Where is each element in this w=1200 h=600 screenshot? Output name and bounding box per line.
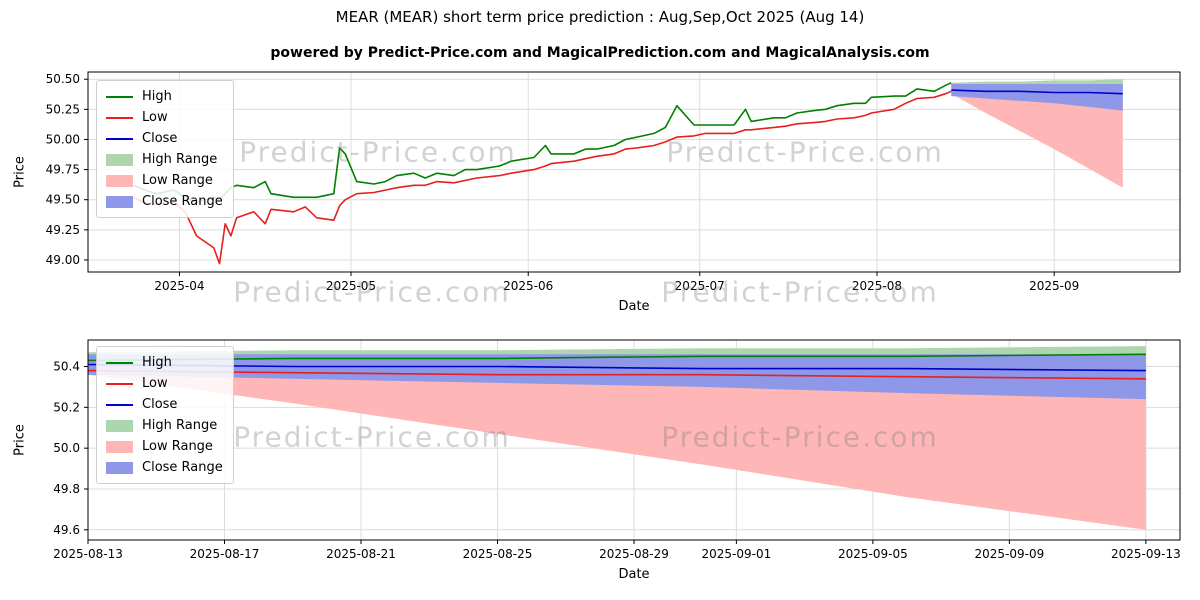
y-tick-label: 50.4 bbox=[53, 360, 80, 374]
chart-0: 2025-04 2025-05 2025-06 2025-07 2025-08 2025-… bbox=[46, 71, 1181, 293]
x-tick-label: 2025-09-13 bbox=[1111, 547, 1181, 561]
legend-item-label: High Range bbox=[142, 152, 218, 167]
line-close bbox=[951, 89, 1123, 95]
legend-item-close: Close bbox=[106, 128, 223, 149]
plot-border bbox=[87, 71, 1181, 273]
y-axis-label-top: Price bbox=[12, 156, 28, 188]
high-swatch bbox=[106, 95, 133, 98]
legend-item-high: High bbox=[106, 86, 223, 107]
legend-item-label: Close Range bbox=[142, 460, 223, 475]
legend-item-low: Low bbox=[106, 373, 223, 394]
y-tick-label: 50.25 bbox=[46, 102, 80, 116]
line-high bbox=[133, 82, 952, 203]
legend-item-low-range: Low Range bbox=[106, 436, 223, 457]
y-tick-label: 50.50 bbox=[46, 72, 80, 86]
close-swatch bbox=[106, 403, 133, 406]
x-axis-label-top: Date bbox=[618, 299, 650, 314]
x-tick-label: 2025-09-05 bbox=[838, 547, 908, 561]
high-range-swatch bbox=[106, 153, 133, 166]
line-high bbox=[88, 353, 1146, 362]
close-swatch bbox=[106, 137, 133, 140]
band-low-range bbox=[88, 366, 1146, 530]
x-tick-label: 2025-04 bbox=[154, 279, 204, 293]
x-tick-label: 2025-09-09 bbox=[975, 547, 1045, 561]
legend-bottom-chart: High Low Close High Range Low Range Close Ran… bbox=[96, 346, 234, 484]
chart-1: 2025-08-13 2025-08-17 2025-08-21 2025-08-25… bbox=[53, 339, 1181, 561]
y-tick-label: 49.25 bbox=[46, 223, 80, 237]
legend-item-high: High bbox=[106, 352, 223, 373]
y-axis-label-bottom: Price bbox=[12, 424, 28, 456]
legend-item-label: Close Range bbox=[142, 194, 223, 209]
legend-item-label: High bbox=[142, 89, 172, 104]
y-tick-label: 50.2 bbox=[53, 400, 80, 414]
x-tick-label: 2025-08-17 bbox=[190, 547, 260, 561]
legend-item-close-range: Close Range bbox=[106, 191, 223, 212]
y-tick-label: 49.6 bbox=[53, 523, 80, 537]
legend-item-low-range: Low Range bbox=[106, 170, 223, 191]
low-range-swatch bbox=[106, 174, 133, 187]
high-swatch bbox=[106, 361, 133, 364]
legend-item-label: High bbox=[142, 355, 172, 370]
legend-item-label: High Range bbox=[142, 418, 218, 433]
line-low bbox=[133, 90, 952, 265]
y-tick-label: 49.00 bbox=[46, 253, 80, 267]
x-axis-label-bottom: Date bbox=[618, 567, 650, 582]
legend-item-label: Close bbox=[142, 397, 178, 412]
low-swatch bbox=[106, 382, 133, 385]
line-low bbox=[88, 369, 1146, 380]
chart-title: MEAR (MEAR) short term price prediction … bbox=[335, 8, 865, 26]
x-tick-label: 2025-08 bbox=[852, 279, 902, 293]
legend-item-label: Close bbox=[142, 131, 178, 146]
legend-item-close: Close bbox=[106, 394, 223, 415]
legend-item-high-range: High Range bbox=[106, 149, 223, 170]
x-tick-label: 2025-08-21 bbox=[326, 547, 396, 561]
powered-by-subtitle: powered by Predict-Price.com and Magical… bbox=[270, 45, 930, 61]
band-close-range bbox=[88, 354, 1146, 400]
band-low-range bbox=[951, 91, 1123, 188]
y-tick-label: 49.75 bbox=[46, 163, 80, 177]
legend-item-label: Low bbox=[142, 376, 168, 391]
close-range-swatch bbox=[106, 195, 133, 208]
x-tick-label: 2025-06 bbox=[503, 279, 553, 293]
y-tick-label: 49.8 bbox=[53, 482, 80, 496]
x-tick-label: 2025-09 bbox=[1029, 279, 1079, 293]
legend-item-low: Low bbox=[106, 107, 223, 128]
line-close bbox=[88, 363, 1146, 372]
y-tick-label: 50.00 bbox=[46, 132, 80, 146]
y-tick-label: 49.50 bbox=[46, 193, 80, 207]
x-tick-label: 2025-08-29 bbox=[599, 547, 669, 561]
legend-item-label: Low bbox=[142, 110, 168, 125]
y-tick-label: 50.0 bbox=[53, 441, 80, 455]
close-range-swatch bbox=[106, 461, 133, 474]
x-tick-label: 2025-08-13 bbox=[53, 547, 123, 561]
legend-item-label: Low Range bbox=[142, 439, 213, 454]
low-swatch bbox=[106, 116, 133, 119]
x-tick-label: 2025-05 bbox=[326, 279, 376, 293]
x-tick-label: 2025-09-01 bbox=[702, 547, 772, 561]
high-range-swatch bbox=[106, 419, 133, 432]
legend-item-label: Low Range bbox=[142, 173, 213, 188]
legend-item-close-range: Close Range bbox=[106, 457, 223, 478]
legend-item-high-range: High Range bbox=[106, 415, 223, 436]
legend-top-chart: High Low Close High Range Low Range Close Ran… bbox=[96, 80, 234, 218]
x-tick-label: 2025-08-25 bbox=[463, 547, 533, 561]
x-tick-label: 2025-07 bbox=[675, 279, 725, 293]
low-range-swatch bbox=[106, 440, 133, 453]
